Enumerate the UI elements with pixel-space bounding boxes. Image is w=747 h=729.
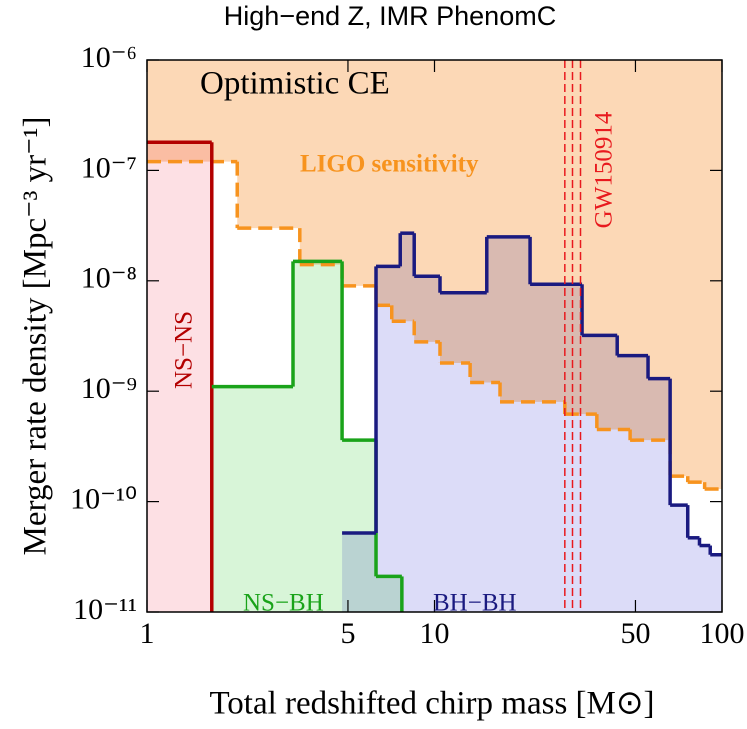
x-tick-label: 100 [700, 617, 745, 650]
x-axis-label: Total redshifted chirp mass [M⊙] [209, 686, 654, 722]
y-tick-label: 10⁻¹¹ [73, 593, 137, 626]
area-fill [342, 233, 722, 613]
x-tick-label: 1 [140, 617, 155, 650]
series-label: NS−NS [171, 311, 198, 389]
axes: 1 5 10 50 100 10⁻⁶ 10⁻⁷ 10⁻⁸ 10⁻⁹ 10⁻¹⁰ 10⁻¹¹ [70, 41, 744, 650]
x-tick-label: 10 [420, 617, 450, 650]
x-tick-label: 5 [340, 617, 355, 650]
series-label: NS−BH [243, 590, 324, 617]
area-fill [147, 142, 212, 613]
x-tick-label: 50 [620, 617, 650, 650]
series-label: LIGO sensitivity [300, 151, 479, 178]
y-tick-label: 10⁻¹⁰ [70, 482, 137, 515]
y-tick-label: 10⁻⁹ [81, 372, 137, 405]
y-tick-label: 10⁻⁸ [81, 262, 137, 295]
region-label: Optimistic CE [200, 66, 390, 102]
lines [147, 60, 722, 612]
fills [147, 60, 722, 613]
y-tick-label: 10⁻⁷ [81, 151, 137, 184]
series-label: BH−BH [433, 590, 517, 617]
area-fill [211, 261, 402, 612]
y-axis-label: Merger rate density [Mpc⁻³ yr⁻¹] [18, 117, 54, 556]
event-label: GW150914 [591, 111, 618, 228]
y-tick-label: 10⁻⁶ [81, 41, 137, 74]
chart-title: High−end Z, IMR PhenomC [224, 1, 556, 31]
